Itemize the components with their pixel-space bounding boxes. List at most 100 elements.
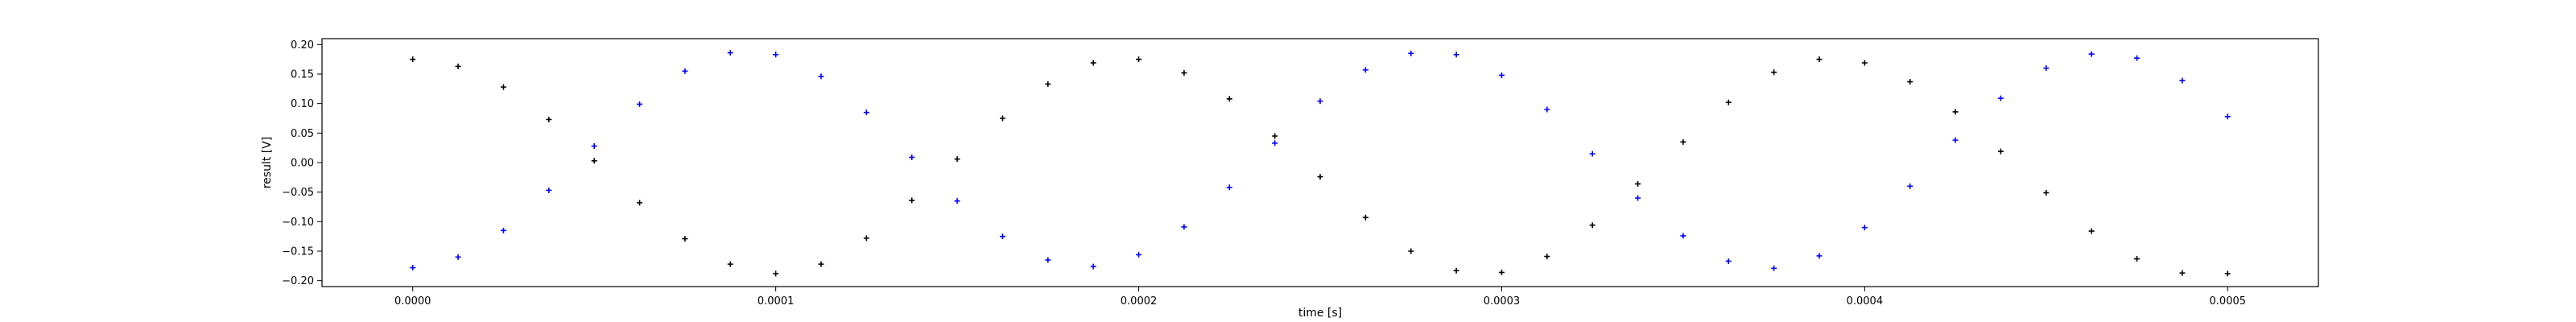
- y-tick-label: 0.15: [291, 69, 314, 81]
- x-tick-label: 0.0001: [758, 295, 795, 308]
- data-point: [2224, 114, 2231, 120]
- data-point: [1725, 99, 1732, 105]
- data-point: [2134, 256, 2140, 262]
- data-point: [455, 63, 461, 69]
- data-point: [1907, 183, 1913, 189]
- y-tick-label: 0.00: [291, 158, 314, 170]
- data-point: [2043, 189, 2050, 196]
- data-point: [546, 187, 552, 193]
- data-point: [1589, 151, 1596, 157]
- data-point: [1226, 96, 1232, 102]
- data-point: [1090, 263, 1096, 270]
- data-point: [1635, 180, 1641, 187]
- data-point: [909, 154, 915, 160]
- data-point: [1362, 67, 1368, 73]
- x-tick-label: 0.0005: [2210, 295, 2247, 308]
- data-point: [682, 68, 688, 74]
- x-tick-label: 0.0002: [1121, 295, 1158, 308]
- data-point: [1226, 184, 1232, 191]
- data-point: [773, 270, 779, 277]
- data-point: [2088, 228, 2095, 234]
- data-point: [1544, 106, 1550, 113]
- data-point: [1861, 225, 1868, 231]
- data-point: [1680, 138, 1686, 145]
- data-point: [1544, 254, 1550, 260]
- data-point: [727, 261, 733, 267]
- data-point: [1090, 60, 1096, 66]
- data-point: [1997, 95, 2004, 101]
- data-point: [1861, 60, 1868, 66]
- data-point: [591, 158, 597, 164]
- data-point: [909, 197, 915, 204]
- data-point: [591, 142, 597, 149]
- data-point: [1680, 233, 1686, 239]
- data-point: [1725, 258, 1732, 264]
- x-tick-label: 0.0003: [1484, 295, 1521, 308]
- data-point: [1272, 133, 1278, 139]
- data-point: [1272, 140, 1278, 147]
- data-point: [1498, 269, 1505, 275]
- data-point: [1317, 174, 1323, 180]
- data-point: [1997, 148, 2004, 155]
- data-point: [1181, 70, 1187, 76]
- y-axis: −0.20 −0.15 −0.10 −0.05 0.00 0.05 0.10 0.15 0.20: [282, 39, 322, 287]
- data-point: [1136, 251, 1142, 258]
- data-point: [863, 235, 869, 242]
- data-point: [1771, 265, 1777, 271]
- data-point: [1771, 69, 1777, 76]
- data-point: [500, 84, 506, 90]
- data-point: [954, 198, 960, 204]
- data-point: [1589, 222, 1596, 229]
- data-point: [1045, 80, 1051, 87]
- data-point: [682, 236, 688, 242]
- y-tick-label: 0.20: [291, 39, 314, 52]
- x-tick-label: 0.0000: [394, 295, 431, 308]
- y-tick-label: 0.05: [291, 128, 314, 140]
- y-tick-label: −0.20: [282, 275, 314, 287]
- data-point: [999, 233, 1005, 240]
- series-1: [410, 56, 2231, 277]
- x-axis-label: time [s]: [1298, 307, 1342, 320]
- data-point: [1907, 79, 1913, 85]
- data-point: [1317, 98, 1323, 105]
- data-point: [2179, 77, 2186, 84]
- data-point: [1408, 50, 1414, 56]
- data-point: [410, 265, 416, 271]
- y-axis-label: result [V]: [261, 137, 274, 189]
- data-point: [1816, 56, 1823, 63]
- y-tick-label: 0.10: [291, 98, 314, 110]
- plot-area: [321, 38, 2319, 287]
- data-point: [2043, 65, 2050, 72]
- data-point: [773, 52, 779, 58]
- data-point: [818, 73, 824, 80]
- data-point: [2134, 55, 2140, 61]
- data-point: [1136, 56, 1142, 63]
- data-point: [999, 115, 1005, 122]
- data-point: [1045, 257, 1051, 263]
- data-point: [1635, 195, 1641, 201]
- data-point: [2224, 270, 2231, 277]
- data-point: [1181, 224, 1187, 230]
- axes-frame: [321, 38, 2319, 287]
- data-point: [1362, 214, 1368, 221]
- data-point: [1453, 267, 1459, 274]
- x-tick-label: 0.0004: [1847, 295, 1884, 308]
- data-point: [1498, 72, 1505, 78]
- data-point: [637, 200, 643, 206]
- data-point: [410, 56, 416, 63]
- x-axis: 0.0000 0.0001 0.0002 0.0003 0.0004 0.0005: [394, 287, 2246, 308]
- data-point: [637, 101, 643, 107]
- data-point: [500, 227, 506, 233]
- data-point: [727, 50, 733, 56]
- series-layer: [410, 50, 2231, 277]
- data-point: [1453, 52, 1459, 58]
- y-tick-label: −0.10: [282, 217, 314, 229]
- data-point: [1952, 137, 1959, 143]
- data-point: [954, 156, 960, 163]
- data-point: [455, 254, 461, 260]
- data-point: [1816, 253, 1823, 259]
- data-point: [818, 261, 824, 267]
- data-point: [546, 116, 552, 122]
- data-point: [863, 109, 869, 116]
